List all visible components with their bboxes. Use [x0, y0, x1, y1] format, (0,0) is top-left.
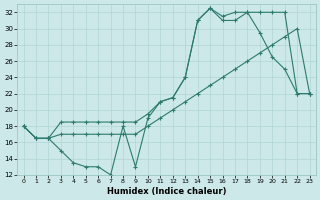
X-axis label: Humidex (Indice chaleur): Humidex (Indice chaleur) — [107, 187, 226, 196]
